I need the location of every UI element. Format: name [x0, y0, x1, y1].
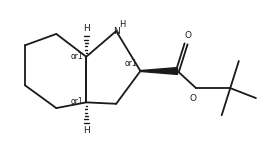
Text: or1: or1 — [125, 59, 137, 68]
Text: H: H — [83, 126, 90, 135]
Text: or1: or1 — [70, 52, 83, 61]
Text: O: O — [190, 94, 197, 103]
Text: or1: or1 — [70, 97, 83, 106]
Text: H: H — [119, 20, 126, 29]
Text: N: N — [113, 27, 120, 36]
Text: O: O — [185, 32, 192, 40]
Polygon shape — [140, 68, 177, 74]
Text: H: H — [83, 24, 90, 33]
